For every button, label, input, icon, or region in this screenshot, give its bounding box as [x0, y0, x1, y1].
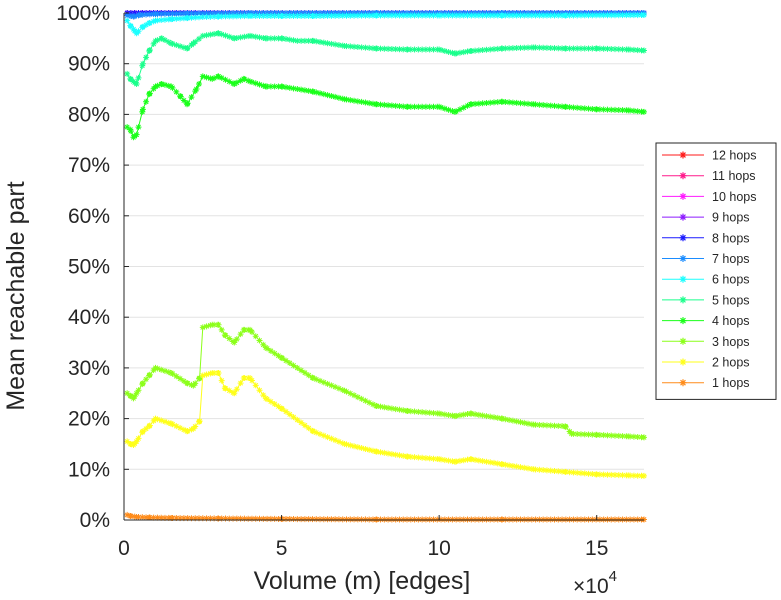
- legend-label: 3 hops: [712, 335, 750, 349]
- legend-label: 5 hops: [712, 293, 750, 307]
- series-markers: [124, 30, 647, 87]
- legend-item: 12 hops: [662, 149, 756, 163]
- legend-marker-swatch: [679, 337, 687, 345]
- x-axis-multiplier: ×104: [573, 568, 617, 598]
- legend-label: 4 hops: [712, 314, 750, 328]
- series-markers: [124, 511, 647, 523]
- series-3-hops: [124, 321, 647, 441]
- legend-item: 11 hops: [662, 169, 756, 183]
- y-tick-label: 30%: [68, 357, 110, 380]
- x-axis-title: Volume (m) [edges]: [254, 567, 471, 595]
- legend-item: 1 hops: [662, 376, 750, 390]
- y-tick-label: 20%: [68, 408, 110, 431]
- legend-label: 8 hops: [712, 231, 750, 245]
- legend-label: 2 hops: [712, 356, 750, 370]
- legend-label: 7 hops: [712, 252, 750, 266]
- legend-label: 1 hops: [712, 376, 750, 390]
- series-line: [126, 14, 645, 35]
- legend-item: 9 hops: [662, 211, 750, 225]
- legend-item: 2 hops: [662, 356, 750, 370]
- legend-item: 3 hops: [662, 335, 750, 349]
- y-tick-label: 100%: [56, 2, 110, 25]
- legend-item: 10 hops: [662, 190, 756, 204]
- legend-item: 6 hops: [662, 273, 750, 287]
- legend-label: 10 hops: [712, 190, 756, 204]
- y-tick-label: 90%: [68, 53, 110, 76]
- legend-marker-swatch: [679, 379, 687, 387]
- series-markers: [124, 369, 647, 479]
- series-5-hops: [124, 30, 647, 87]
- legend-marker-swatch: [679, 234, 687, 242]
- legend: 12 hops 11 hops 10 hops 9 hops 8 hops 7 hops 6…: [655, 142, 777, 400]
- series-markers: [124, 321, 647, 441]
- legend-marker-swatch: [679, 296, 687, 304]
- x-tick-labels: 0 5 10 15: [118, 515, 608, 560]
- legend-marker-swatch: [679, 192, 687, 200]
- legend-item: 7 hops: [662, 252, 750, 266]
- grid-lines: [124, 12, 644, 470]
- series-markers: [124, 73, 647, 141]
- series-1-hops: [124, 511, 647, 523]
- y-tick-label: 10%: [68, 458, 110, 481]
- y-tick-label: 50%: [68, 256, 110, 279]
- legend-label: 11 hops: [712, 169, 756, 183]
- legend-marker-swatch: [679, 275, 687, 283]
- series-4-hops: [124, 73, 647, 141]
- series-2-hops: [124, 369, 647, 479]
- legend-label: 6 hops: [712, 273, 750, 287]
- y-tick-label: 60%: [68, 205, 110, 228]
- legend-item: 5 hops: [662, 293, 750, 307]
- legend-item: 8 hops: [662, 231, 750, 245]
- legend-marker-swatch: [679, 255, 687, 262]
- x-multiplier-exponent: 4: [609, 568, 617, 585]
- series-line: [126, 324, 645, 438]
- svg-text:×104: ×104: [573, 568, 617, 598]
- y-tick-label: 70%: [68, 154, 110, 177]
- y-tick-label: 40%: [68, 306, 110, 329]
- y-axis-title: Mean reachable part: [2, 181, 30, 410]
- legend-box: [655, 142, 777, 400]
- legend-item: 4 hops: [662, 314, 750, 328]
- x-tick-label: 0: [118, 537, 130, 560]
- y-tick-labels: 0% 10% 20% 30% 40% 50% 60% 70% 80% 90% 100%: [56, 2, 129, 532]
- y-tick-label: 80%: [68, 103, 110, 126]
- legend-marker-swatch: [679, 151, 687, 159]
- y-tick-label: 0%: [80, 509, 110, 532]
- legend-label: 12 hops: [712, 149, 756, 163]
- legend-marker-swatch: [679, 317, 687, 325]
- series-6-hops: [124, 12, 647, 37]
- legend-marker-swatch: [679, 358, 687, 366]
- legend-marker-swatch: [679, 172, 687, 180]
- x-tick-label: 10: [427, 537, 450, 560]
- x-multiplier-base: ×10: [573, 575, 609, 598]
- legend-label: 9 hops: [712, 211, 750, 225]
- legend-marker-swatch: [679, 213, 687, 221]
- series-markers: [124, 12, 647, 37]
- x-tick-label: 15: [585, 537, 608, 560]
- x-tick-label: 5: [276, 537, 288, 560]
